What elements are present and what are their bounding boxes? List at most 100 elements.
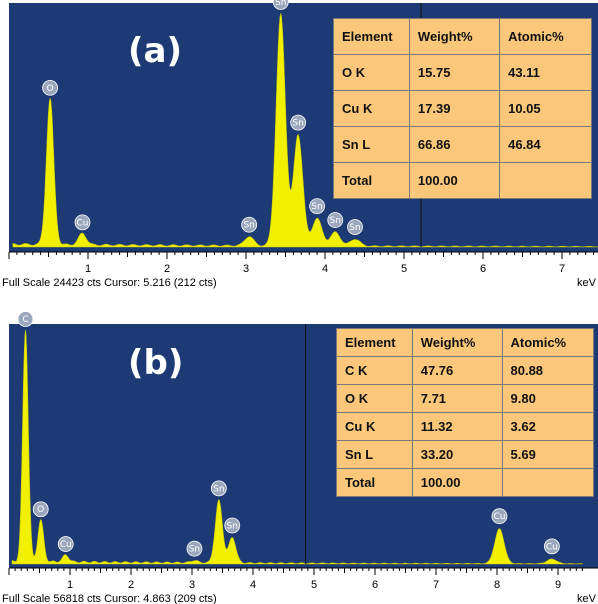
spectrum-fill [11, 329, 583, 565]
x-tick-label: 2 [164, 263, 170, 275]
peak-marker: Sn [210, 480, 227, 497]
table-header-row: Element Weight% Atomic% [336, 328, 594, 357]
x-tick-label: 1 [85, 263, 91, 275]
table-cell [501, 468, 594, 497]
table-header-cell: Element [333, 18, 410, 55]
composition-table-a: Element Weight% Atomic% O K 15.75 43.11 … [333, 18, 592, 199]
panel-label: (a) [128, 31, 182, 71]
x-tick-label: 3 [243, 263, 249, 275]
peak-label: Sn [330, 216, 341, 226]
table-row: Total 100.00 [336, 468, 594, 497]
peak-marker-circle [544, 538, 560, 555]
panel-label: (b) [128, 343, 183, 383]
peak-marker: Sn [186, 540, 203, 557]
x-tick-label: 1 [67, 579, 73, 591]
table-header-cell: Element [336, 328, 413, 357]
table-cell: Total [333, 162, 410, 199]
peak-label: Sn [227, 521, 238, 531]
table-cell: 17.39 [408, 90, 501, 127]
peak-marker: Sn [327, 212, 344, 228]
peak-label: Sn [243, 221, 254, 231]
peak-marker: Sn [309, 198, 326, 215]
peak-marker: O [32, 501, 49, 518]
table-cell: O K [333, 54, 410, 91]
x-tick-label: 6 [372, 579, 378, 591]
table-cell: 3.62 [501, 412, 594, 441]
peak-marker: Sn [347, 219, 363, 235]
peak-marker-circle [224, 517, 241, 534]
peak-label: Cu [60, 540, 72, 550]
table-row: Cu K 17.39 10.05 [333, 90, 592, 127]
peak-marker-circle [17, 311, 34, 327]
peak-label: C [22, 315, 28, 325]
x-axis-unit: keV [577, 593, 597, 604]
plot-left-margin [0, 324, 9, 568]
table-cell: Cu K [333, 90, 410, 127]
peak-label: Sn [213, 484, 224, 494]
status-bar: Full Scale 24423 cts Cursor: 5.216 (212 … [2, 277, 217, 289]
table-cell: 15.75 [408, 54, 501, 91]
x-tick-label: 3 [189, 579, 195, 591]
peak-marker: Sn [224, 517, 241, 534]
peak-marker: Cu [491, 508, 508, 525]
peak-marker: Sn [241, 216, 258, 233]
peak-marker: Sn [290, 114, 307, 131]
table-cell: 43.11 [499, 54, 592, 91]
table-cell: 100.00 [408, 162, 501, 199]
status-bar: Full Scale 56818 cts Cursor: 4.863 (209 … [2, 593, 217, 604]
peak-marker-circle [272, 0, 289, 10]
table-cell: 100.00 [411, 468, 503, 497]
table-header-cell: Weight% [411, 328, 503, 357]
peak-label: O [37, 505, 44, 515]
peak-marker: Cu [74, 214, 91, 231]
peak-marker-circle [57, 536, 74, 552]
peak-label: Cu [493, 512, 505, 522]
x-tick-label: 5 [401, 263, 407, 275]
peak-marker-circle [42, 79, 58, 96]
axis-strip [0, 252, 598, 298]
table-row: Total 100.00 [333, 162, 592, 199]
peak-label: Sn [275, 0, 286, 8]
table-cell: O K [336, 384, 413, 413]
peak-marker-circle [347, 219, 363, 235]
table-header-cell: Atomic% [501, 328, 594, 357]
peak-marker-circle [491, 508, 508, 525]
x-tick-label: 4 [322, 263, 328, 275]
peak-marker-circle [210, 480, 227, 497]
table-cell: 11.32 [411, 412, 503, 441]
peak-marker-circle [309, 198, 326, 215]
table-header-row: Element Weight% Atomic% [333, 18, 592, 55]
peak-marker-circle [186, 540, 203, 557]
peak-marker-circle [327, 212, 344, 228]
table-cell: 66.86 [408, 126, 501, 163]
table-row: O K 7.71 9.80 [336, 384, 594, 413]
table-cell: 46.84 [499, 126, 592, 163]
table-header-cell: Atomic% [499, 18, 592, 55]
table-cell: 33.20 [411, 440, 503, 469]
table-cell: 7.71 [411, 384, 503, 413]
peak-marker-circle [74, 214, 91, 231]
table-row: Cu K 11.32 3.62 [336, 412, 594, 441]
composition-table-b: Element Weight% Atomic% C K 47.76 80.88 … [336, 328, 594, 497]
peak-label: Cu [76, 218, 88, 228]
table-cell: 10.05 [499, 90, 592, 127]
peak-marker: Sn [272, 0, 289, 10]
peak-marker: Cu [544, 538, 560, 555]
table-cell: 9.80 [501, 384, 594, 413]
x-tick-label: 4 [250, 579, 256, 591]
x-tick-label: 7 [433, 579, 439, 591]
spectrum-fill [12, 13, 598, 248]
table-cell: 5.69 [501, 440, 594, 469]
table-cell: Sn L [336, 440, 413, 469]
peak-label: Sn [349, 223, 360, 233]
spectrum-panel-a: O Cu Sn Sn Sn Sn Sn Sn 1 2 3 4 5 6 7 keV Full Scale 2442… [0, 0, 598, 298]
table-row: Sn L 33.20 5.69 [336, 440, 594, 469]
plot-left-margin [0, 3, 9, 252]
table-cell: Cu K [336, 412, 413, 441]
axis-strip [0, 568, 598, 604]
x-axis-unit: keV [577, 277, 597, 289]
peak-label: O [47, 84, 54, 94]
table-cell [499, 162, 592, 199]
table-row: C K 47.76 80.88 [336, 356, 594, 385]
peak-marker: Cu [57, 536, 74, 552]
